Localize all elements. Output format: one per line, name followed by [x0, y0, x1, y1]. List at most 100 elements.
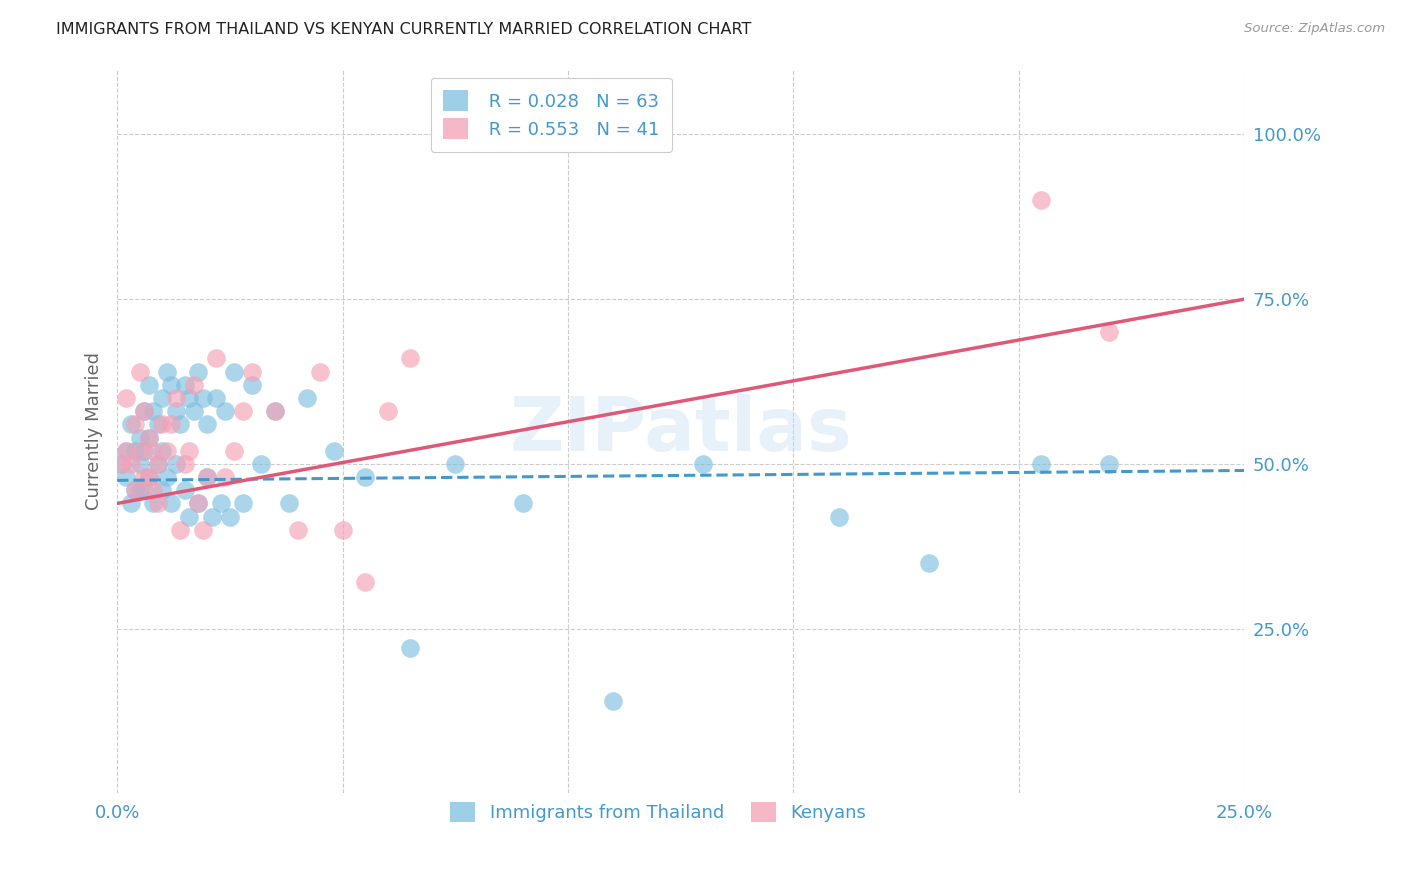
Point	[277, 496, 299, 510]
Point	[399, 641, 422, 656]
Point	[242, 377, 264, 392]
Point	[138, 470, 160, 484]
Point	[146, 457, 169, 471]
Point	[120, 457, 142, 471]
Point	[138, 377, 160, 392]
Point	[191, 391, 214, 405]
Point	[128, 365, 150, 379]
Point	[173, 457, 195, 471]
Point	[124, 417, 146, 432]
Point	[214, 470, 236, 484]
Point	[156, 470, 179, 484]
Point	[115, 391, 138, 405]
Point	[128, 430, 150, 444]
Point	[156, 443, 179, 458]
Point	[224, 365, 246, 379]
Point	[156, 365, 179, 379]
Point	[146, 457, 169, 471]
Point	[264, 404, 287, 418]
Point	[264, 404, 287, 418]
Point	[134, 483, 156, 498]
Point	[173, 377, 195, 392]
Point	[111, 457, 134, 471]
Text: IMMIGRANTS FROM THAILAND VS KENYAN CURRENTLY MARRIED CORRELATION CHART: IMMIGRANTS FROM THAILAND VS KENYAN CURRE…	[56, 22, 752, 37]
Point	[150, 483, 173, 498]
Point	[169, 417, 191, 432]
Point	[173, 483, 195, 498]
Point	[332, 523, 354, 537]
Point	[322, 443, 344, 458]
Point	[232, 496, 254, 510]
Point	[179, 391, 201, 405]
Point	[120, 417, 142, 432]
Point	[146, 496, 169, 510]
Point	[242, 365, 264, 379]
Point	[918, 556, 941, 570]
Point	[142, 483, 165, 498]
Point	[187, 365, 209, 379]
Point	[138, 470, 160, 484]
Point	[354, 575, 377, 590]
Text: Source: ZipAtlas.com: Source: ZipAtlas.com	[1244, 22, 1385, 36]
Point	[111, 457, 134, 471]
Point	[399, 351, 422, 366]
Point	[134, 404, 156, 418]
Point	[124, 443, 146, 458]
Point	[195, 470, 218, 484]
Point	[1031, 194, 1053, 208]
Point	[191, 523, 214, 537]
Point	[128, 457, 150, 471]
Point	[201, 509, 224, 524]
Point	[1098, 457, 1121, 471]
Point	[195, 470, 218, 484]
Point	[115, 443, 138, 458]
Point	[138, 430, 160, 444]
Point	[165, 404, 187, 418]
Point	[124, 483, 146, 498]
Point	[134, 443, 156, 458]
Point	[1031, 457, 1053, 471]
Point	[160, 377, 183, 392]
Point	[827, 509, 849, 524]
Point	[120, 496, 142, 510]
Point	[1098, 325, 1121, 339]
Point	[160, 417, 183, 432]
Point	[187, 496, 209, 510]
Point	[150, 417, 173, 432]
Point	[354, 470, 377, 484]
Text: ZIPatlas: ZIPatlas	[509, 394, 852, 467]
Point	[250, 457, 273, 471]
Point	[187, 496, 209, 510]
Point	[205, 351, 228, 366]
Point	[692, 457, 714, 471]
Point	[444, 457, 467, 471]
Point	[160, 496, 183, 510]
Point	[602, 694, 624, 708]
Point	[150, 443, 173, 458]
Point	[309, 365, 332, 379]
Point	[377, 404, 399, 418]
Point	[232, 404, 254, 418]
Point	[128, 483, 150, 498]
Point	[224, 443, 246, 458]
Point	[142, 496, 165, 510]
Point	[205, 391, 228, 405]
Point	[512, 496, 534, 510]
Point	[115, 443, 138, 458]
Point	[138, 430, 160, 444]
Legend: Immigrants from Thailand, Kenyans: Immigrants from Thailand, Kenyans	[437, 789, 879, 835]
Point	[165, 457, 187, 471]
Point	[115, 470, 138, 484]
Point	[142, 443, 165, 458]
Point	[134, 470, 156, 484]
Point	[128, 443, 150, 458]
Point	[195, 417, 218, 432]
Point	[219, 509, 242, 524]
Point	[146, 417, 169, 432]
Point	[287, 523, 309, 537]
Point	[150, 391, 173, 405]
Point	[209, 496, 232, 510]
Point	[214, 404, 236, 418]
Point	[179, 509, 201, 524]
Point	[124, 483, 146, 498]
